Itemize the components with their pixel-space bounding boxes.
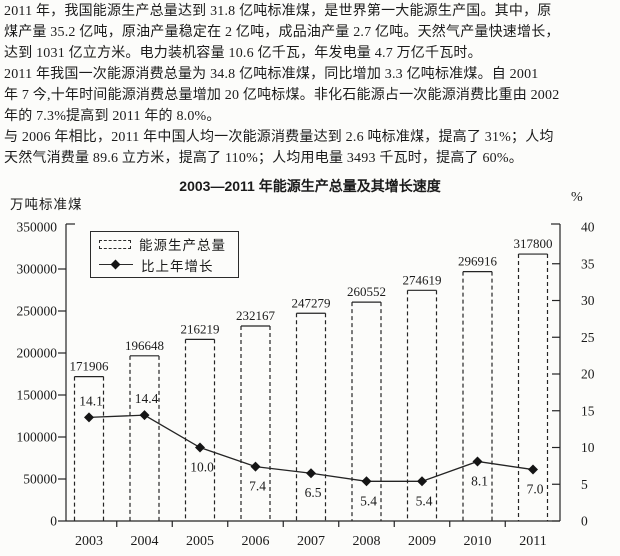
x-axis-year-label: 2006	[242, 534, 270, 549]
legend-item-production: 能源生产总量	[91, 236, 238, 254]
diamond-marker-icon	[110, 259, 121, 270]
bar-value-label: 274619	[403, 272, 442, 287]
chart-title: 2003—2011 年能源生产总量及其增长速度	[179, 178, 441, 194]
text-line: 煤产量 35.2 亿吨，原油产量稳定在 2 亿吨，成品油产量 2.7 亿吨。天然…	[4, 25, 560, 40]
growth-value-label: 7.0	[527, 482, 544, 497]
chart-legend: 能源生产总量 比上年增长	[90, 231, 239, 278]
growth-value-label: 6.5	[305, 485, 322, 500]
left-axis-tick-label: 100000	[17, 430, 58, 445]
right-axis-tick-label: 5	[581, 477, 588, 492]
diamond-marker-icon	[528, 464, 538, 475]
line-series-swatch	[99, 259, 133, 270]
x-axis-year-label: 2009	[408, 534, 436, 549]
right-axis-tick-label: 15	[581, 403, 595, 418]
x-axis-year-label: 2008	[353, 534, 381, 549]
bar-series-swatch	[99, 239, 131, 249]
right-axis-tick-label: 40	[581, 220, 595, 235]
x-axis-year-label: 2010	[464, 534, 492, 549]
text-line: 2011 年我国一次能源消费总量为 34.8 亿吨标准煤，同比增加 3.3 亿吨…	[4, 67, 539, 82]
growth-value-label: 14.1	[79, 393, 103, 408]
growth-value-label: 5.4	[416, 493, 433, 508]
x-axis-year-label: 2007	[297, 534, 325, 549]
right-axis-tick-label: 25	[581, 330, 595, 345]
document-text: 2011 年，我国能源生产总量达到 31.8 亿吨标准煤，是世界第一大能源生产国…	[4, 1, 618, 169]
growth-value-label: 14.4	[135, 391, 159, 406]
diamond-marker-icon	[139, 410, 150, 421]
x-axis-year-label: 2004	[131, 534, 159, 549]
diamond-marker-icon	[417, 476, 427, 487]
right-axis-tick-label: 35	[581, 256, 595, 271]
left-axis-tick-label: 300000	[17, 262, 58, 277]
text-line: 2011 年，我国能源生产总量达到 31.8 亿吨标准煤，是世界第一大能源生产国…	[4, 4, 552, 19]
x-axis-year-label: 2003	[75, 534, 103, 549]
diamond-marker-icon	[84, 412, 94, 423]
bar-value-label: 216219	[181, 321, 220, 336]
legend-item-growth: 比上年增长	[91, 257, 238, 274]
legend-label: 比上年增长	[141, 258, 214, 274]
left-axis-unit-label: 万吨标准煤	[10, 197, 83, 212]
bar-value-label: 296916	[458, 254, 498, 269]
left-axis-tick-label: 200000	[17, 346, 58, 361]
bar-value-label: 232167	[236, 308, 276, 323]
diamond-marker-icon	[472, 456, 483, 467]
right-axis-unit-label: %	[571, 190, 583, 205]
right-axis-tick-label: 0	[581, 514, 588, 529]
text-line: 与 2006 年相比，2011 年中国人均一次能源消费量达到 2.6 吨标准煤，…	[4, 130, 554, 145]
bar-value-label: 171906	[70, 359, 110, 374]
legend-label: 能源生产总量	[139, 238, 226, 254]
bar-value-label: 317800	[514, 236, 553, 251]
x-axis-year-label: 2011	[519, 534, 546, 549]
diamond-marker-icon	[195, 442, 205, 453]
x-axis-year-label: 2005	[186, 534, 214, 549]
text-line: 天然气消费量 89.6 立方米，提高了 110%；人均用电量 3493 千瓦时，…	[4, 151, 523, 166]
right-axis-tick-label: 20	[581, 367, 595, 382]
growth-value-label: 10.0	[190, 460, 214, 475]
growth-value-label: 8.1	[471, 473, 488, 488]
left-axis-tick-label: 150000	[17, 388, 58, 403]
diamond-marker-icon	[250, 461, 261, 472]
left-axis-tick-label: 50000	[23, 472, 57, 487]
growth-value-label: 7.4	[249, 479, 266, 494]
text-line: 年 7 今,十年时间能源消费总量增加 20 亿吨标煤。非化石能源占一次能源消费比…	[4, 88, 560, 103]
left-axis-tick-label: 0	[50, 514, 57, 529]
left-axis-tick-label: 250000	[17, 304, 58, 319]
growth-value-label: 5.4	[360, 493, 377, 508]
left-axis-tick-label: 350000	[17, 220, 58, 235]
text-line: 达到 1031 亿立方米。电力装机容量 10.6 亿千瓦，年发电量 4.7 万亿…	[4, 46, 482, 61]
diamond-marker-icon	[306, 468, 316, 479]
text-line: 年的 7.3%提高到 2011 年的 8.0%。	[4, 109, 221, 124]
bar-value-label: 247279	[292, 295, 331, 310]
diamond-marker-icon	[361, 476, 372, 487]
right-axis-tick-label: 10	[581, 440, 595, 455]
bar-value-label: 260552	[347, 284, 386, 299]
bar-value-label: 196648	[125, 338, 164, 353]
right-axis-tick-label: 30	[581, 293, 595, 308]
